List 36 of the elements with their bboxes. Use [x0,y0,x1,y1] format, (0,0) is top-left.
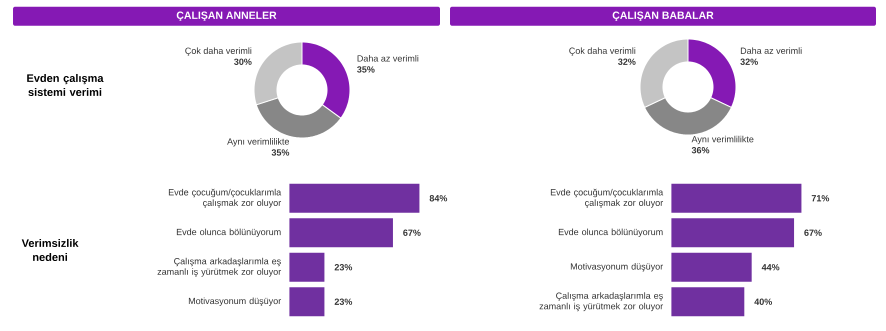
slice-label: Çok daha verimli [569,47,636,56]
y-tick-label: Motivasyonum düşüyor [188,298,282,306]
y-tick-label: Evde çocuğum/çocuklarımla çalışmak zor oluyor [168,188,282,208]
y-tick-label: Çalışma arkadaşlarımla eş zamanlı iş yürütmek zor oluyor [158,258,282,277]
slice-label: Daha az verimli [358,55,418,62]
data-label: 40% [754,298,772,305]
slice-label: Aynı verimlilikte [692,136,754,144]
text: Evden çalışma sistemi verimi [27,74,104,96]
slice-label: Aynı verimlilikte [227,138,290,146]
data-label: 23% [334,298,352,305]
data-label: 30% [234,58,252,65]
y-tick-label: Evde çocuğum/çocuklarımla çalışmak zor oluyor [550,188,664,208]
bar [670,286,746,317]
bar [670,252,752,282]
data-label: 32% [618,58,636,65]
data-label: 67% [804,230,822,236]
slice-label: Daha az verimli [740,47,802,54]
data-label: 44% [762,264,780,270]
y-tick-label: Motivasyonum düşüyor [570,263,664,272]
slice-label: Çok daha verimli [185,47,252,56]
y-tick-label: Çalışma arkadaşlarımla eş zamanlı iş yürütmek zor oluyor [540,292,664,312]
data-label: 35% [357,66,375,73]
y-tick-label: Evde olunca bölünüyorum [558,228,663,237]
data-label: 36% [692,147,710,154]
y-axis-title: Verimsizlik nedeni [22,238,79,262]
y-tick-label: Evde olunca bölünüyorum [176,228,281,237]
data-label: 32% [740,58,758,65]
chart-title: ÇALIŞAN ANNELER [176,12,276,22]
data-label: 23% [334,264,352,270]
data-label: 84% [430,195,448,202]
data-label: 35% [272,149,290,156]
bar [670,217,795,248]
bar [670,182,802,214]
data-label: 71% [812,195,830,202]
chart-title: ÇALIŞAN BABALAR [612,12,714,22]
data-label: 67% [403,230,421,236]
